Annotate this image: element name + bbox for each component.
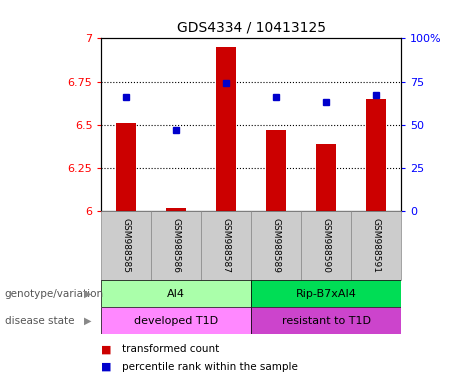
Bar <box>251 307 401 334</box>
Bar <box>101 280 251 307</box>
Text: GSM988589: GSM988589 <box>272 218 281 273</box>
Text: genotype/variation: genotype/variation <box>5 289 104 299</box>
Title: GDS4334 / 10413125: GDS4334 / 10413125 <box>177 20 326 35</box>
Bar <box>151 211 201 280</box>
Bar <box>316 144 336 211</box>
Bar <box>216 47 236 211</box>
Text: GSM988591: GSM988591 <box>372 218 381 273</box>
Text: ▶: ▶ <box>84 289 91 299</box>
Text: GSM988585: GSM988585 <box>122 218 131 273</box>
Bar <box>251 280 401 307</box>
Text: percentile rank within the sample: percentile rank within the sample <box>122 362 298 372</box>
Text: GSM988590: GSM988590 <box>322 218 331 273</box>
Bar <box>116 123 136 211</box>
Text: developed T1D: developed T1D <box>134 316 219 326</box>
Text: AI4: AI4 <box>167 289 185 299</box>
Text: ▶: ▶ <box>84 316 91 326</box>
Bar <box>266 130 286 211</box>
Text: Rip-B7xAI4: Rip-B7xAI4 <box>296 289 357 299</box>
Text: ■: ■ <box>101 362 112 372</box>
Bar <box>101 307 251 334</box>
Bar <box>201 211 251 280</box>
Text: GSM988586: GSM988586 <box>172 218 181 273</box>
Text: ■: ■ <box>101 344 112 354</box>
Text: transformed count: transformed count <box>122 344 219 354</box>
Bar <box>166 208 186 211</box>
Bar <box>301 211 351 280</box>
Bar <box>101 211 151 280</box>
Bar <box>351 211 401 280</box>
Bar <box>251 211 301 280</box>
Text: resistant to T1D: resistant to T1D <box>282 316 371 326</box>
Bar <box>366 99 386 211</box>
Text: GSM988587: GSM988587 <box>222 218 231 273</box>
Text: disease state: disease state <box>5 316 74 326</box>
